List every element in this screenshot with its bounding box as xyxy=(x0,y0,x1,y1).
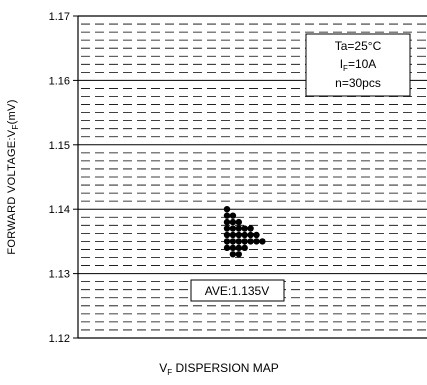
average-box-frame xyxy=(190,279,285,302)
data-point xyxy=(235,251,242,258)
condition-current-sub: F xyxy=(343,64,348,73)
data-point xyxy=(235,244,242,252)
data-point xyxy=(229,244,237,252)
data-point xyxy=(223,225,231,232)
condition-temperature: Ta=25°C xyxy=(335,39,382,53)
condition-current-prefix: I xyxy=(340,57,343,71)
average-label: AVE:1.135V xyxy=(205,284,270,298)
major-gridlines xyxy=(78,79,427,275)
x-axis-title: VF DISPERSION MAP xyxy=(159,361,279,377)
data-point xyxy=(235,225,242,232)
y-tick-label: 1.13 xyxy=(49,269,70,281)
y-tick-label: 1.16 xyxy=(49,75,70,87)
condition-current: IF=10A xyxy=(340,57,377,73)
y-tick-labels: 1.12 1.13 1.14 1.15 1.16 1.17 xyxy=(49,11,70,345)
data-point xyxy=(229,231,237,239)
data-point xyxy=(229,225,237,232)
y-tick-label: 1.17 xyxy=(49,11,70,23)
data-point xyxy=(229,218,237,226)
y-axis-title: FORWARD VOLTAGE:VF(mV) xyxy=(6,99,20,254)
data-point xyxy=(253,238,260,245)
data-point xyxy=(235,218,242,226)
data-point xyxy=(223,206,231,213)
y-tick-label: 1.14 xyxy=(49,204,70,216)
data-point xyxy=(223,244,231,252)
condition-current-suffix: =10A xyxy=(348,57,376,71)
data-points xyxy=(223,206,266,258)
data-point xyxy=(241,238,248,245)
average-box: AVE:1.135V xyxy=(190,279,285,302)
data-point xyxy=(253,231,260,239)
y-tick-label: 1.12 xyxy=(49,333,70,345)
conditions-box-frame xyxy=(305,33,411,97)
data-point xyxy=(229,212,237,219)
data-point xyxy=(235,231,242,239)
data-point xyxy=(229,251,237,258)
data-point xyxy=(241,225,248,232)
data-point xyxy=(247,225,254,232)
data-point xyxy=(247,231,254,239)
data-point xyxy=(223,212,231,219)
data-point xyxy=(247,238,254,245)
y-tick-marks xyxy=(73,15,78,339)
data-point xyxy=(241,231,248,239)
condition-sample-count: n=30pcs xyxy=(335,76,381,90)
data-point xyxy=(259,238,266,245)
data-point xyxy=(223,218,231,226)
data-point xyxy=(223,231,231,239)
data-point xyxy=(235,238,242,245)
data-point xyxy=(241,244,248,252)
y-tick-label: 1.15 xyxy=(49,140,70,152)
data-point xyxy=(223,238,231,245)
conditions-box: Ta=25°C IF=10A n=30pcs xyxy=(305,33,411,97)
data-point xyxy=(229,238,237,245)
